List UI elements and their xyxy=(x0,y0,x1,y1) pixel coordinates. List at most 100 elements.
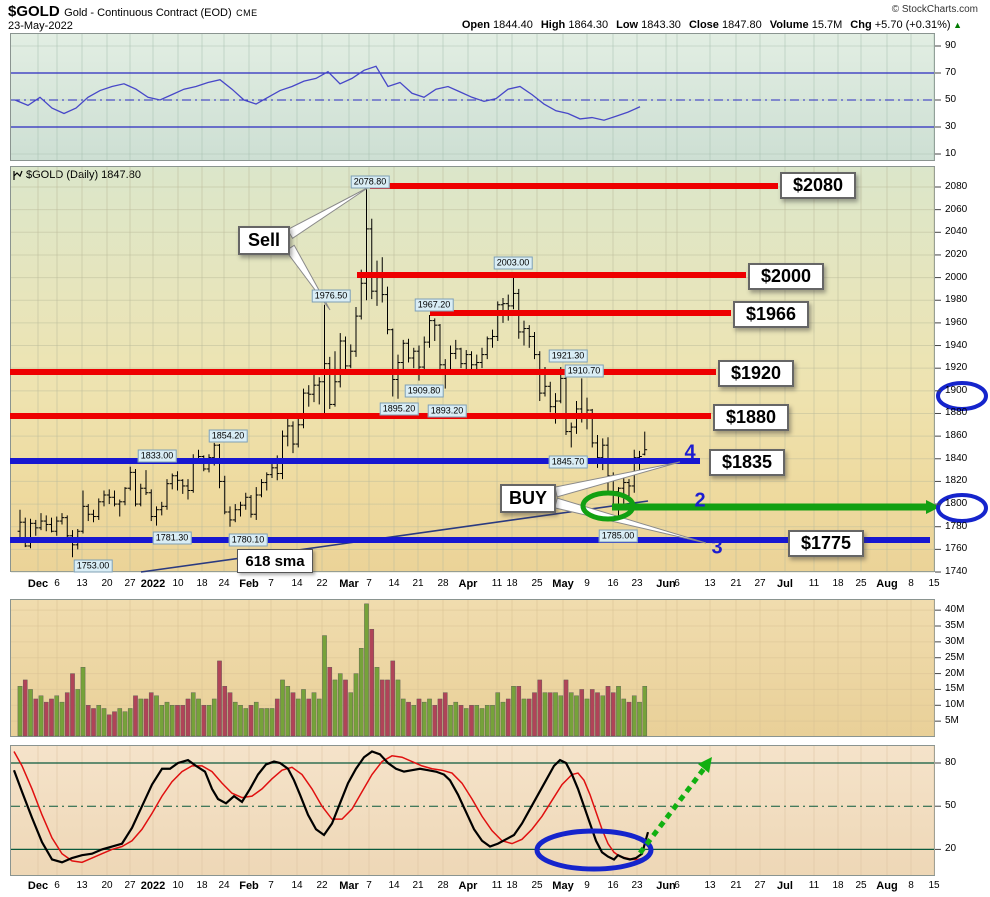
callout-buy-label: BUY xyxy=(500,484,556,513)
x-axis-label-bottom: Mar xyxy=(339,880,359,892)
x-axis-label: 18 xyxy=(506,578,518,589)
x-axis-label: 25 xyxy=(855,578,867,589)
price-axis-tick: 1800 xyxy=(945,498,968,510)
x-axis-label: Aug xyxy=(876,578,898,590)
x-axis-label-bottom: Feb xyxy=(239,880,259,892)
wave-number-3: 3 xyxy=(711,536,723,559)
x-axis-label-bottom: 2022 xyxy=(140,880,166,892)
price-flag: 1910.70 xyxy=(564,364,604,378)
price-axis-tick: 1820 xyxy=(945,475,968,487)
x-axis-label-bottom: 13 xyxy=(704,880,716,891)
x-axis-label: Mar xyxy=(339,578,359,590)
stoch-axis-tick: 20 xyxy=(945,843,957,855)
x-axis-label: 21 xyxy=(730,578,742,589)
x-axis-label: 24 xyxy=(218,578,230,589)
x-axis-label: 6 xyxy=(54,578,60,589)
x-axis-label-bottom: 21 xyxy=(730,880,742,891)
price-flag: 1785.00 xyxy=(598,529,638,543)
price-axis-tick: 1740 xyxy=(945,566,968,578)
sma-618-label: 618 sma xyxy=(237,549,313,573)
x-axis-label-bottom: 15 xyxy=(928,880,940,891)
x-axis-label-bottom: 18 xyxy=(832,880,844,891)
ticker-exchange: CME xyxy=(236,8,258,18)
x-axis-label: 14 xyxy=(388,578,400,589)
price-axis-tick: 2080 xyxy=(945,181,968,192)
price-axis-tick: 2060 xyxy=(945,203,968,215)
x-axis-label-bottom: Jul xyxy=(777,880,793,892)
x-axis-label-bottom: 18 xyxy=(196,880,208,891)
x-axis-label: 2022 xyxy=(140,578,166,590)
price-axis-tick: 1980 xyxy=(945,294,968,306)
price-axis-tick: 1760 xyxy=(945,543,968,555)
x-axis-label-bottom: May xyxy=(552,880,574,892)
change-up-icon: ▲ xyxy=(950,20,962,30)
callout-sell-label: Sell xyxy=(238,226,290,255)
volume-axis-tick: 15M xyxy=(945,683,965,695)
price-axis-tick: 2020 xyxy=(945,248,968,260)
x-axis-label: 18 xyxy=(832,578,844,589)
x-axis-label-bottom: Jun xyxy=(656,880,676,892)
price-flag: 1854.20 xyxy=(208,429,248,443)
x-axis-label-bottom: 7 xyxy=(268,880,274,891)
price-axis-tick: 1960 xyxy=(945,316,968,328)
quote-high-value: 1864.30 xyxy=(565,19,609,31)
price-target-label: $2000 xyxy=(748,263,824,290)
rsi-axis-tick: 30 xyxy=(945,121,957,132)
x-axis-label: 7 xyxy=(366,578,372,589)
price-target-label: $1966 xyxy=(733,301,809,328)
rsi-axis-tick: 90 xyxy=(945,40,957,51)
x-axis-label: 13 xyxy=(704,578,716,589)
x-axis-label-bottom: 6 xyxy=(54,880,60,891)
x-axis-label-bottom: 25 xyxy=(531,880,543,891)
price-flag: 1976.50 xyxy=(311,289,351,303)
volume-axis-tick: 20M xyxy=(945,667,965,679)
quote-open-value: 1844.40 xyxy=(490,19,533,31)
quote-volume-value: 15.7M xyxy=(808,19,843,31)
stoch-axis-tick: 50 xyxy=(945,800,957,812)
x-axis-label: 8 xyxy=(908,578,914,589)
x-axis-label: 23 xyxy=(631,578,643,589)
x-axis-label: Feb xyxy=(239,578,259,590)
x-axis-label-bottom: 6 xyxy=(674,880,680,891)
x-axis-label-bottom: 25 xyxy=(855,880,867,891)
price-flag: 1893.20 xyxy=(427,404,467,418)
x-axis-label: 15 xyxy=(928,578,940,589)
x-axis-label-bottom: 21 xyxy=(412,880,424,891)
x-axis-label: Dec xyxy=(27,578,49,590)
x-axis-label: 25 xyxy=(531,578,543,589)
volume-axis-tick: 5M xyxy=(945,715,959,727)
x-axis-label: 7 xyxy=(268,578,274,589)
x-axis-label: 10 xyxy=(172,578,184,589)
price-axis-tick: 1780 xyxy=(945,520,968,532)
x-axis-label: 21 xyxy=(412,578,424,589)
wave-number-4: 4 xyxy=(684,441,696,464)
chart-date: 23-May-2022 xyxy=(8,20,73,32)
quote-open-label: Open xyxy=(461,19,490,31)
price-axis-tick: 2040 xyxy=(945,226,968,238)
price-axis-tick: 1900 xyxy=(945,384,968,396)
x-axis-label: 14 xyxy=(291,578,303,589)
x-axis-label-bottom: 13 xyxy=(76,880,88,891)
volume-axis-tick: 40M xyxy=(945,604,965,616)
quote-low-label: Low xyxy=(616,19,639,31)
price-target-label: $1880 xyxy=(713,404,789,431)
price-panel xyxy=(10,166,935,572)
price-flag: 1780.10 xyxy=(228,533,268,547)
price-target-label: $1835 xyxy=(709,449,785,476)
rsi-axis-tick: 70 xyxy=(945,67,957,78)
price-flag: 1753.00 xyxy=(73,559,113,573)
x-axis-label-bottom: 8 xyxy=(908,880,914,891)
rsi-axis-tick: 50 xyxy=(945,94,957,105)
x-axis-label-bottom: 24 xyxy=(218,880,230,891)
series-style-icon xyxy=(13,170,23,180)
x-axis-label-bottom: 9 xyxy=(584,880,590,891)
price-axis-tick: 1920 xyxy=(945,362,968,374)
x-axis-label-bottom: 18 xyxy=(506,880,518,891)
quote-close-value: 1847.80 xyxy=(718,19,762,31)
quote-summary: Open 1844.40 High 1864.30 Low 1843.30 Close… xyxy=(454,19,962,31)
wave-number-2: 2 xyxy=(694,489,706,512)
volume-axis-tick: 10M xyxy=(945,699,965,711)
price-target-label: $1775 xyxy=(788,530,864,557)
x-axis-label: Jun xyxy=(656,578,676,590)
